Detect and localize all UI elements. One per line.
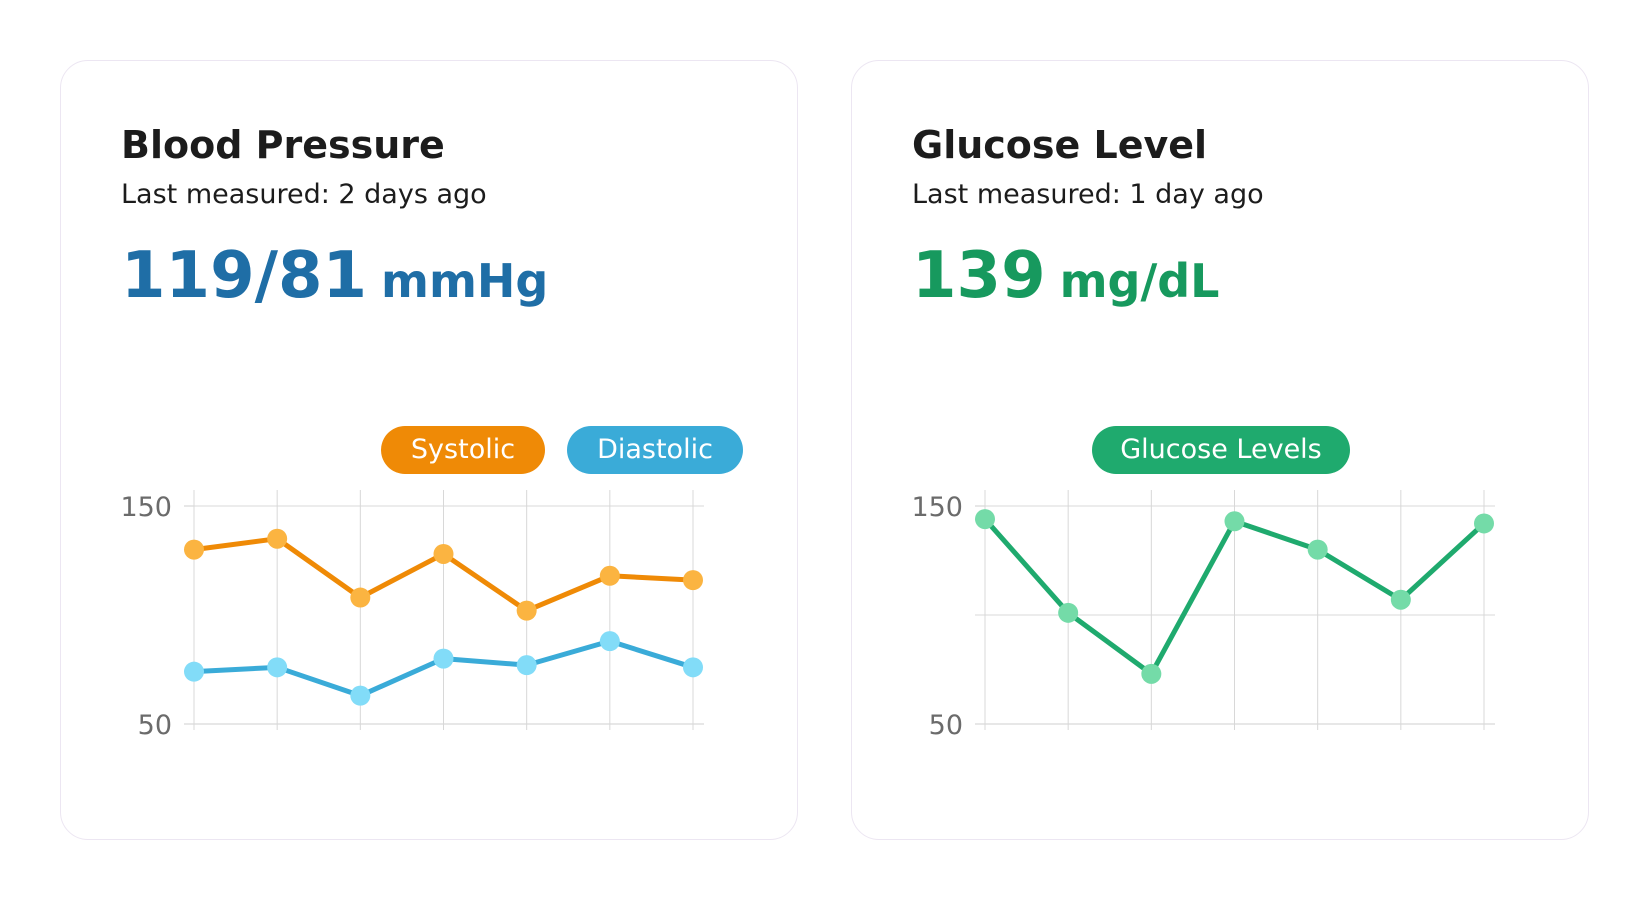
glucose-value: 139	[912, 239, 1046, 313]
bp-point-systolic-2	[267, 528, 288, 549]
bp-point-diastolic-5	[516, 655, 537, 676]
glucose-reading: 139 mg/dL	[912, 239, 1220, 313]
glucose-title: Glucose Level	[912, 123, 1208, 167]
blood-pressure-reading: 119/81 mmHg	[121, 239, 548, 313]
bp-gridlines	[184, 490, 704, 730]
glucose-last-measured: Last measured: 1 day ago	[912, 179, 1264, 210]
bp-point-diastolic-1	[184, 661, 204, 682]
glucose-chart: 150 50	[911, 490, 1495, 741]
bp-point-diastolic-6	[599, 631, 620, 652]
bp-point-diastolic-4	[433, 648, 454, 669]
legend-diastolic[interactable]: Diastolic	[567, 426, 743, 474]
bp-point-systolic-7	[683, 570, 703, 591]
bp-ytick-label-bottom: 50	[138, 710, 172, 741]
legend-glucose-levels[interactable]: Glucose Levels	[1092, 426, 1350, 474]
bp-point-systolic-4	[433, 543, 454, 564]
blood-pressure-title: Blood Pressure	[121, 123, 445, 167]
glucose-point-glucose-levels-6	[1390, 589, 1411, 610]
glucose-point-glucose-levels-2	[1058, 602, 1079, 623]
blood-pressure-card: Blood Pressure Last measured: 2 days ago…	[60, 60, 798, 840]
glucose-ytick-label-bottom: 50	[929, 710, 963, 741]
legend-systolic[interactable]: Systolic	[381, 426, 545, 474]
bp-point-systolic-5	[516, 600, 537, 621]
glucose-point-glucose-levels-4	[1224, 511, 1245, 532]
bp-point-diastolic-2	[267, 657, 288, 678]
blood-pressure-value: 119/81	[121, 239, 368, 313]
bp-point-systolic-3	[350, 587, 371, 608]
glucose-point-glucose-levels-5	[1307, 539, 1328, 560]
glucose-card: Glucose Level Last measured: 1 day ago 1…	[851, 60, 1589, 840]
glucose-point-glucose-levels-7	[1474, 513, 1494, 534]
bp-point-systolic-6	[599, 565, 620, 586]
blood-pressure-chart: 150 50	[120, 490, 704, 741]
glucose-point-glucose-levels-3	[1141, 663, 1162, 684]
glucose-unit: mg/dL	[1059, 254, 1220, 308]
glucose-ytick-label-top: 150	[911, 492, 963, 523]
bp-ytick-label-top: 150	[120, 492, 172, 523]
bp-point-systolic-1	[184, 539, 204, 560]
bp-point-diastolic-3	[350, 685, 371, 706]
blood-pressure-unit: mmHg	[381, 254, 549, 308]
bp-point-diastolic-7	[683, 657, 703, 678]
blood-pressure-last-measured: Last measured: 2 days ago	[121, 179, 487, 210]
glucose-point-glucose-levels-1	[975, 509, 995, 530]
